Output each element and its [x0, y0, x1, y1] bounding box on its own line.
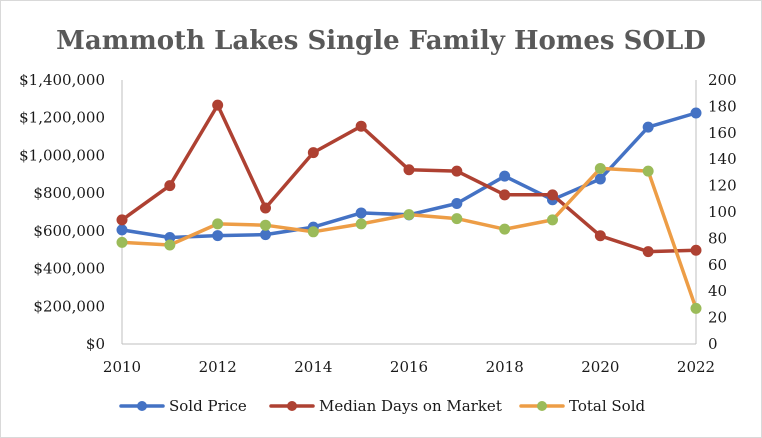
legend-swatch-marker-total-sold [537, 401, 547, 411]
data-point-total-sold [307, 226, 319, 238]
data-point-median-days-on-market [164, 180, 176, 192]
data-point-median-days-on-market [499, 189, 511, 201]
y-left-tick-label: $600,000 [33, 222, 105, 240]
data-point-median-days-on-market [594, 230, 606, 242]
x-tick-label: 2016 [390, 358, 428, 376]
data-point-median-days-on-market [642, 246, 654, 258]
legend-label-total-sold: Total Sold [569, 397, 646, 415]
data-point-median-days-on-market [355, 120, 367, 132]
legend-swatch-marker-median-days-on-market [287, 401, 297, 411]
x-tick-label: 2018 [486, 358, 524, 376]
y-left-tick-label: $800,000 [33, 184, 105, 202]
data-point-total-sold [116, 236, 128, 248]
data-point-sold-price [594, 173, 606, 185]
y-right-tick-label: 100 [708, 203, 737, 221]
legend-label-sold-price: Sold Price [169, 397, 247, 415]
data-point-total-sold [355, 218, 367, 230]
data-point-median-days-on-market [307, 147, 319, 159]
data-point-total-sold [403, 209, 415, 221]
y-left-tick-label: $1,200,000 [19, 109, 105, 127]
data-point-median-days-on-market [690, 244, 702, 256]
data-point-median-days-on-market [451, 165, 463, 177]
y-right-tick-label: 200 [708, 71, 737, 89]
data-point-total-sold [499, 223, 511, 235]
data-point-sold-price [116, 224, 128, 236]
data-point-sold-price [499, 170, 511, 182]
data-point-sold-price [355, 207, 367, 219]
data-point-sold-price [260, 229, 271, 241]
x-tick-label: 2020 [581, 358, 619, 376]
data-point-total-sold [164, 239, 176, 251]
y-right-tick-label: 160 [708, 124, 737, 142]
data-point-total-sold [690, 302, 702, 314]
y-right-tick-label: 0 [708, 335, 718, 353]
data-point-total-sold [212, 218, 224, 230]
x-tick-label: 2010 [103, 358, 141, 376]
data-point-median-days-on-market [116, 214, 128, 226]
data-point-median-days-on-market [260, 202, 271, 214]
y-right-tick-label: 80 [708, 229, 727, 247]
data-point-total-sold [642, 165, 654, 177]
data-point-median-days-on-market [547, 189, 558, 201]
data-point-total-sold [451, 213, 463, 225]
y-right-tick-label: 60 [708, 256, 727, 274]
data-point-sold-price [690, 107, 702, 119]
data-point-median-days-on-market [212, 99, 224, 111]
data-point-total-sold [547, 214, 558, 226]
y-right-tick-label: 180 [708, 97, 737, 115]
x-tick-label: 2022 [677, 358, 715, 376]
data-point-sold-price [451, 198, 463, 210]
data-point-total-sold [260, 219, 271, 231]
y-left-tick-label: $1,400,000 [19, 71, 105, 89]
legend-swatch-marker-sold-price [137, 401, 147, 411]
y-left-tick-label: $400,000 [33, 260, 105, 278]
y-right-tick-label: 20 [708, 309, 727, 327]
data-point-total-sold [594, 162, 606, 174]
y-left-tick-label: $1,000,000 [19, 146, 105, 164]
x-tick-label: 2014 [294, 358, 332, 376]
y-left-tick-label: $200,000 [33, 297, 105, 315]
chart-title: Mammoth Lakes Single Family Homes SOLD [56, 26, 706, 56]
plot-area [116, 99, 702, 314]
y-left-tick-label: $0 [86, 335, 105, 353]
axes: $0 $200,000 $400,000 $600,000 $800,000 $1,000… [19, 71, 737, 376]
data-point-sold-price [642, 121, 654, 133]
data-point-sold-price [212, 230, 224, 242]
y-right-tick-label: 40 [708, 282, 727, 300]
x-tick-label: 2012 [199, 358, 237, 376]
y-right-tick-label: 120 [708, 177, 737, 195]
legend: Sold Price Median Days on Market Total Sol… [119, 397, 646, 415]
y-right-tick-label: 140 [708, 150, 737, 168]
data-point-median-days-on-market [403, 164, 415, 176]
legend-label-median-days-on-market: Median Days on Market [319, 397, 502, 415]
